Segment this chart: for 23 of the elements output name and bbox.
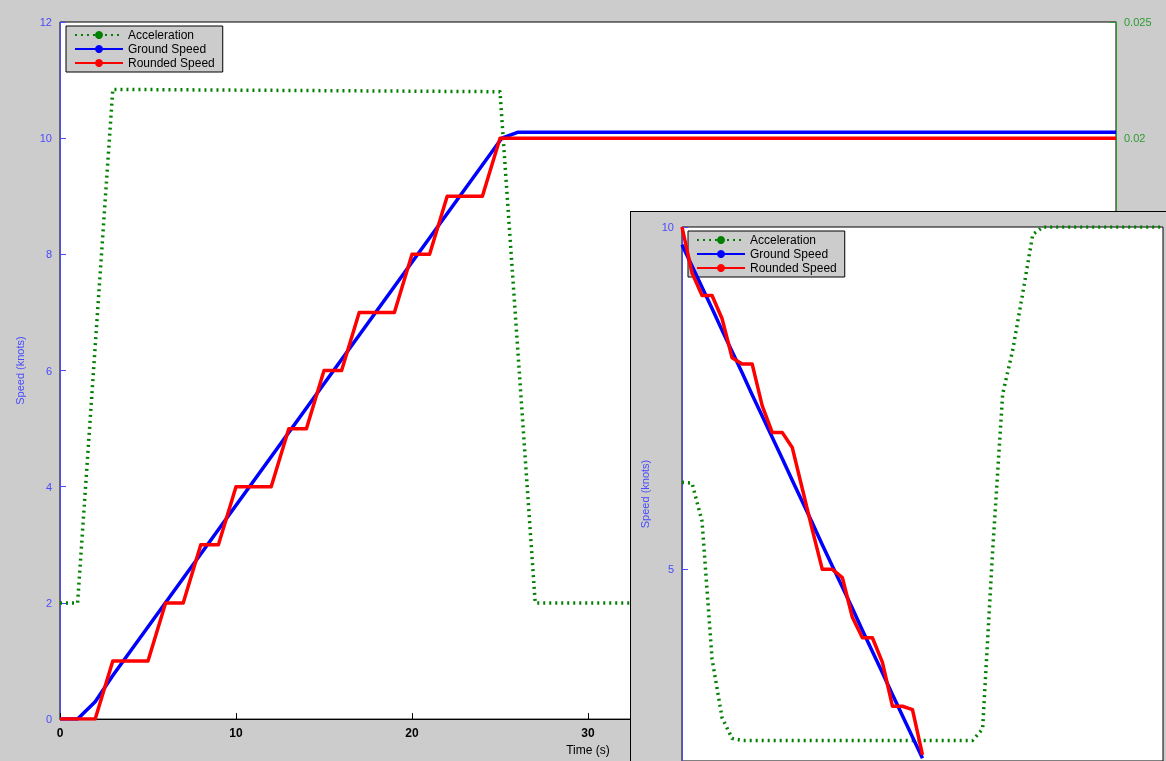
- y2-tick-label: 0.025: [1124, 16, 1152, 28]
- y-tick-label: 12: [39, 16, 52, 28]
- x-tick-label: 20: [405, 726, 419, 741]
- y-tick-label: 8: [45, 248, 52, 261]
- legend-label: Ground Speed: [128, 42, 207, 56]
- y-tick-label: 5: [667, 563, 674, 576]
- legend-label: Acceleration: [750, 233, 817, 247]
- y-tick-label: 10: [39, 132, 52, 145]
- legend-label: Rounded Speed: [750, 261, 837, 275]
- legend-label: Acceleration: [128, 28, 195, 42]
- y-tick-label: 4: [45, 480, 52, 493]
- x-tick-label: 0: [56, 726, 64, 741]
- y-axis-title: Speed (knots): [639, 459, 652, 529]
- x-tick-label: 10: [229, 726, 243, 741]
- x-tick-label: 30: [581, 726, 595, 741]
- y-tick-label: 2: [45, 596, 52, 609]
- legend-label: Rounded Speed: [128, 56, 215, 70]
- x-axis-title: Time (s): [566, 743, 610, 757]
- y-tick-label: 6: [45, 364, 52, 377]
- y-tick-label: 0: [45, 713, 52, 726]
- y-axis-title: Speed (knots): [13, 336, 26, 405]
- y2-tick-label: 0.02: [1124, 132, 1146, 145]
- legend-label: Ground Speed: [750, 247, 829, 261]
